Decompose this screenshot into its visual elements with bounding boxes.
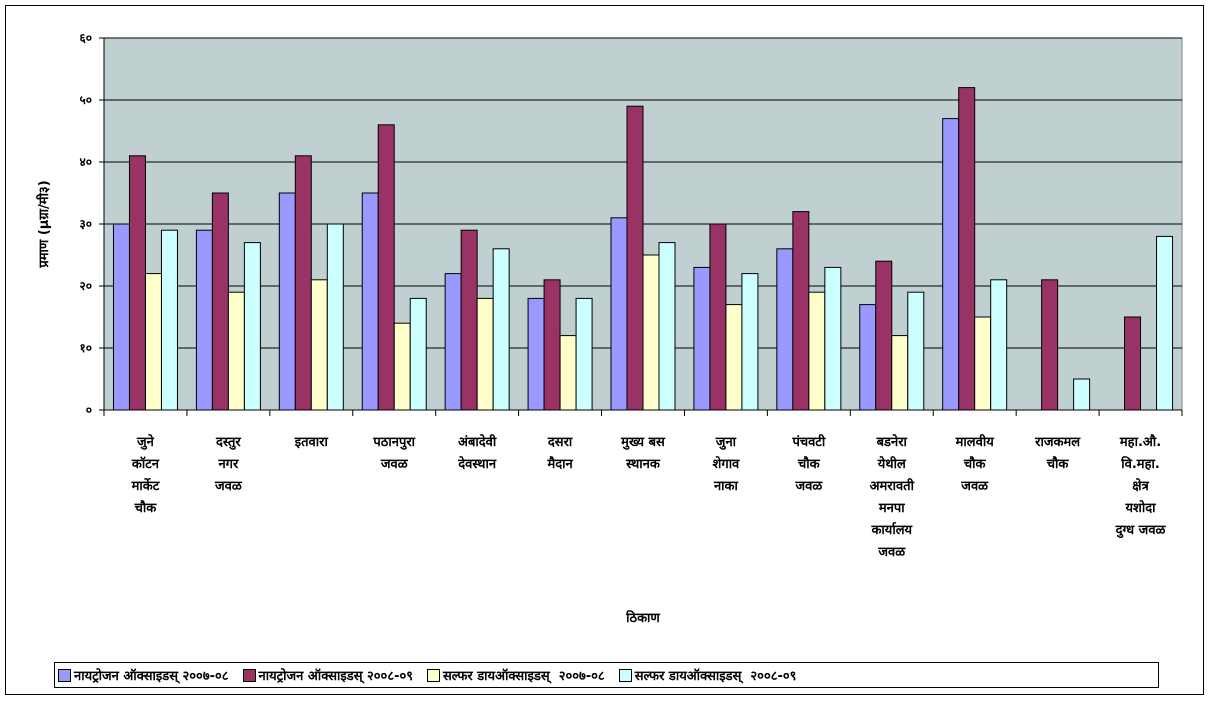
y-tick-label: ०: [86, 403, 92, 417]
bar: [610, 217, 628, 411]
bars: [112, 87, 1174, 411]
bar: [808, 291, 826, 411]
bar: [527, 297, 545, 411]
x-category-label: जुने कॉटन मार्केट चौक: [131, 434, 160, 516]
y-tick-label: ६०: [80, 31, 92, 45]
legend-swatch: [242, 668, 256, 682]
bar: [974, 316, 992, 411]
bar: [460, 229, 478, 411]
bar: [409, 297, 427, 411]
bar: [1073, 378, 1091, 411]
x-category-label: अंबादेवी देवस्थान: [457, 434, 497, 472]
x-category-label: बडनेरा येथील अमरावती मनपा कार्यालय जवळ: [870, 434, 915, 560]
legend-label: नायट्रोजन ऑक्साइडस् २००८-०९: [258, 669, 414, 684]
bar: [626, 105, 644, 411]
bar: [128, 155, 146, 411]
bar: [741, 273, 759, 411]
legend-swatch: [618, 668, 632, 682]
bar: [543, 279, 561, 411]
bar: [1156, 235, 1174, 411]
bar: [792, 211, 810, 411]
bar: [658, 242, 676, 411]
bar: [776, 248, 794, 411]
bar: [1124, 316, 1142, 411]
bar: [875, 260, 893, 411]
bar: [709, 223, 727, 411]
bar: [907, 291, 925, 411]
bar: [642, 254, 660, 411]
legend-item: नायट्रोजन ऑक्साइडस् २००८-०९: [242, 666, 414, 684]
x-category-label: राजकमल चौक: [1034, 435, 1081, 472]
bar: [211, 192, 229, 411]
bar: [942, 118, 960, 411]
bar: [243, 242, 261, 411]
legend-label: सल्फर डायऑक्साइडस् २००८-०९: [634, 669, 797, 684]
x-category-label: दसरा मैदान: [546, 435, 573, 472]
legend-item: सल्फर डायऑक्साइडस् २००७-०८: [427, 666, 605, 684]
y-tick-label: ३०: [80, 217, 92, 231]
legend-swatch: [427, 668, 440, 682]
x-category-label: महा.औ. वि.महा. क्षेत्र यशोदा दुग्ध जवळ: [1115, 434, 1167, 539]
bar: [575, 297, 593, 411]
y-tick-label: ५०: [80, 93, 92, 107]
bar: [310, 279, 328, 411]
x-category-label: पंचवटी चौक जवळ: [791, 434, 825, 494]
bar: [393, 322, 411, 411]
axes: [103, 38, 1183, 416]
bar: [278, 192, 296, 411]
bar: [227, 291, 245, 411]
x-category-label: पठानपुरा जवळ: [372, 435, 415, 472]
x-category-label: दस्तुर नगर जवळ: [214, 435, 243, 494]
x-axis-title: ठिकाण: [625, 610, 660, 626]
bar: [444, 273, 462, 411]
bar: [725, 304, 743, 411]
bar: [361, 192, 379, 411]
legend-swatch: [58, 668, 71, 682]
x-category-label: मुख्य बस स्थानक: [620, 435, 666, 472]
bar: [559, 335, 577, 411]
bar: [112, 223, 130, 411]
y-axis-title: प्रमाण (µग्रा/मी३): [36, 180, 52, 268]
x-category-label: मालवीय चौक जवळ: [955, 434, 995, 494]
bar: [294, 155, 312, 411]
legend-item: नायट्रोजन ऑक्साइडस् २००७-०८: [58, 666, 229, 684]
legend-item: सल्फर डायऑक्साइडस् २००८-०९: [618, 666, 797, 684]
bar: [160, 229, 178, 411]
bar: [476, 297, 494, 411]
bar: [1041, 279, 1059, 411]
bar: [326, 223, 344, 411]
legend-label: नायट्रोजन ऑक्साइडस् २००७-०८: [74, 669, 229, 684]
bar: [990, 279, 1008, 411]
legend: नायट्रोजन ऑक्साइडस् २००७-०८ नायट्रोजन ऑक्…: [54, 662, 1159, 688]
bar: [891, 335, 909, 411]
x-category-label: जुना शेगाव नाका: [713, 435, 741, 494]
y-tick-label: १०: [80, 341, 92, 355]
bar: [195, 229, 213, 411]
bar: [377, 124, 395, 411]
y-tick-labels: ० १० २० ३० ४० ५० ६०: [80, 31, 92, 417]
bar: [144, 273, 162, 411]
legend-label: सल्फर डायऑक्साइडस् २००७-०८: [443, 669, 605, 684]
bar: [693, 266, 711, 411]
x-category-labels: जुने कॉटन मार्केट चौक दस्तुर नगर जवळ इतवारा पठान…: [131, 434, 1167, 560]
bar: [958, 87, 976, 411]
bar: [859, 304, 877, 411]
bar: [492, 248, 510, 411]
bar: [824, 266, 842, 411]
y-tick-label: २०: [80, 279, 92, 293]
y-tick-label: ४०: [80, 155, 92, 169]
x-category-label: इतवारा: [294, 435, 329, 450]
